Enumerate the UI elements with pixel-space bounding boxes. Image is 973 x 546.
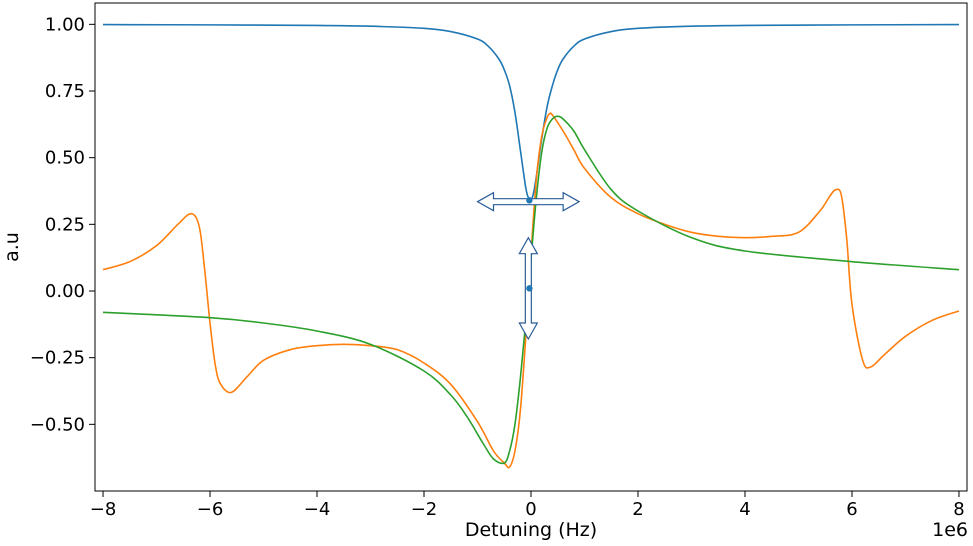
y-tick-label: 0.50 [45, 148, 85, 169]
x-tick-label: −2 [411, 499, 438, 520]
x-axis-label: Detuning (Hz) [465, 519, 597, 541]
y-axis-ticks: 1.00 0.75 0.50 0.25 0.00 −0.25 −0.50 [30, 14, 95, 435]
x-tick-label: −4 [304, 499, 331, 520]
x-tick-label: 4 [739, 499, 750, 520]
y-tick-label: 0.25 [45, 214, 85, 235]
x-tick-label: −8 [90, 499, 117, 520]
x-axis-offset-text: 1e6 [932, 519, 968, 541]
y-tick-label: −0.50 [30, 414, 85, 435]
x-axis-ticks: −8 −6 −4 −2 0 2 4 6 8 [90, 491, 965, 520]
x-tick-label: 6 [846, 499, 857, 520]
y-tick-label: −0.25 [30, 348, 85, 369]
marker-point-1 [526, 197, 533, 204]
series-line-2 [102, 112, 960, 469]
x-tick-label: −6 [197, 499, 224, 520]
series-line-1 [103, 23, 959, 202]
x-tick-label: 0 [525, 499, 536, 520]
marker-layer [526, 197, 533, 292]
y-tick-label: 0.75 [45, 81, 85, 102]
x-tick-label: 2 [632, 499, 643, 520]
y-tick-label: 0.00 [45, 281, 85, 302]
y-axis-label: a.u [1, 232, 23, 262]
marker-point-2 [526, 285, 533, 292]
y-tick-label: 1.00 [45, 14, 85, 35]
annotation-layer [476, 191, 581, 341]
x-tick-label: 8 [953, 499, 964, 520]
